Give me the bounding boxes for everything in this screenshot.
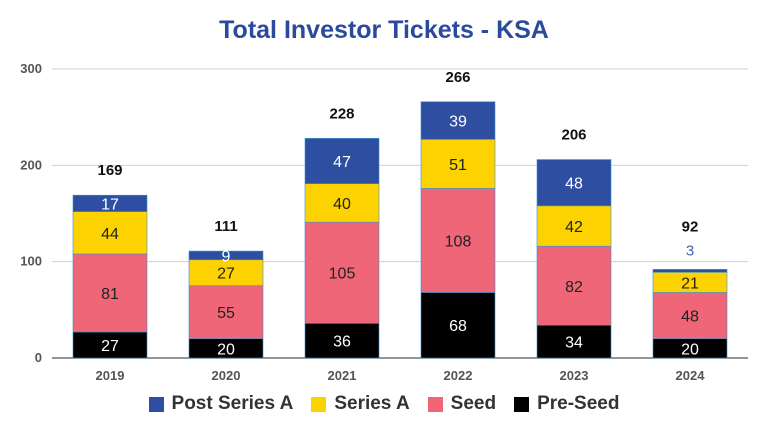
y-tick-label: 100 xyxy=(20,254,42,269)
data-label: 9 xyxy=(222,248,231,265)
bar-segment xyxy=(652,269,728,273)
total-label: 92 xyxy=(682,218,699,235)
bar-segment xyxy=(536,159,612,207)
bar-segment xyxy=(304,138,380,184)
bar-segment xyxy=(420,292,496,359)
bar-segment xyxy=(652,292,728,340)
data-label: 105 xyxy=(329,266,356,283)
total-label: 111 xyxy=(214,218,237,235)
legend-label: Pre-Seed xyxy=(537,393,620,414)
legend-swatch xyxy=(311,396,327,412)
x-tick-label: 2021 xyxy=(328,368,357,383)
data-label: 34 xyxy=(565,335,583,352)
bar-segment xyxy=(304,323,380,359)
legend-swatch xyxy=(148,396,164,412)
data-label: 20 xyxy=(217,341,235,358)
bar-segment xyxy=(188,250,264,261)
legend-label: Post Series A xyxy=(171,393,294,414)
data-label: 40 xyxy=(333,196,351,213)
data-label: 48 xyxy=(681,309,699,326)
y-tick-label: 200 xyxy=(20,157,42,172)
bar-segment xyxy=(304,221,380,324)
bar-segment xyxy=(536,245,612,326)
data-label: 39 xyxy=(449,114,467,131)
legend: Post Series A Series A Seed Pre-Seed xyxy=(0,393,768,415)
data-label: 27 xyxy=(217,266,235,283)
x-tick-label: 2023 xyxy=(560,368,589,383)
legend-item: Seed xyxy=(427,393,497,415)
legend-label: Series A xyxy=(334,393,410,414)
y-tick-label: 0 xyxy=(35,350,42,365)
x-tick-label: 2022 xyxy=(444,368,473,383)
data-label: 42 xyxy=(565,219,583,236)
data-label: 55 xyxy=(217,305,235,322)
total-label: 206 xyxy=(561,127,586,144)
data-label: 27 xyxy=(101,338,119,355)
y-tick-label: 300 xyxy=(20,61,42,76)
bar-segment xyxy=(188,285,264,340)
bar-segment xyxy=(72,253,148,333)
bar-segment xyxy=(72,211,148,255)
data-label: 3 xyxy=(686,242,694,259)
data-label: 68 xyxy=(449,318,467,335)
legend-item: Post Series A xyxy=(148,393,294,415)
bar-segment xyxy=(420,188,496,293)
bar-segment xyxy=(304,183,380,223)
legend-item: Series A xyxy=(311,393,410,415)
data-label: 17 xyxy=(101,196,119,213)
x-tick-label: 2024 xyxy=(676,368,706,383)
total-label: 228 xyxy=(329,105,354,122)
bar-segment xyxy=(188,259,264,287)
bar-segment xyxy=(420,101,496,140)
x-tick-label: 2019 xyxy=(96,368,125,383)
bar-segment xyxy=(536,324,612,359)
data-label: 82 xyxy=(565,279,583,296)
data-label: 47 xyxy=(333,154,351,171)
legend-swatch xyxy=(427,396,443,412)
chart-title: Total Investor Tickets - KSA xyxy=(219,16,549,44)
data-label: 81 xyxy=(101,286,119,303)
total-label: 266 xyxy=(445,69,470,86)
total-label: 169 xyxy=(97,162,122,179)
data-label: 108 xyxy=(445,233,472,250)
bar-segment xyxy=(420,139,496,189)
legend-label: Seed xyxy=(450,393,497,414)
bar-segment xyxy=(72,194,148,212)
data-label: 36 xyxy=(333,334,351,351)
data-label: 44 xyxy=(101,226,119,243)
legend-swatch xyxy=(514,396,530,412)
legend-item: Pre-Seed xyxy=(514,393,619,415)
data-label: 48 xyxy=(565,176,583,193)
data-label: 20 xyxy=(681,341,699,358)
x-tick-label: 2020 xyxy=(212,368,241,383)
data-label: 51 xyxy=(449,157,467,174)
bar-segment xyxy=(72,331,148,359)
data-label: 21 xyxy=(681,275,699,292)
